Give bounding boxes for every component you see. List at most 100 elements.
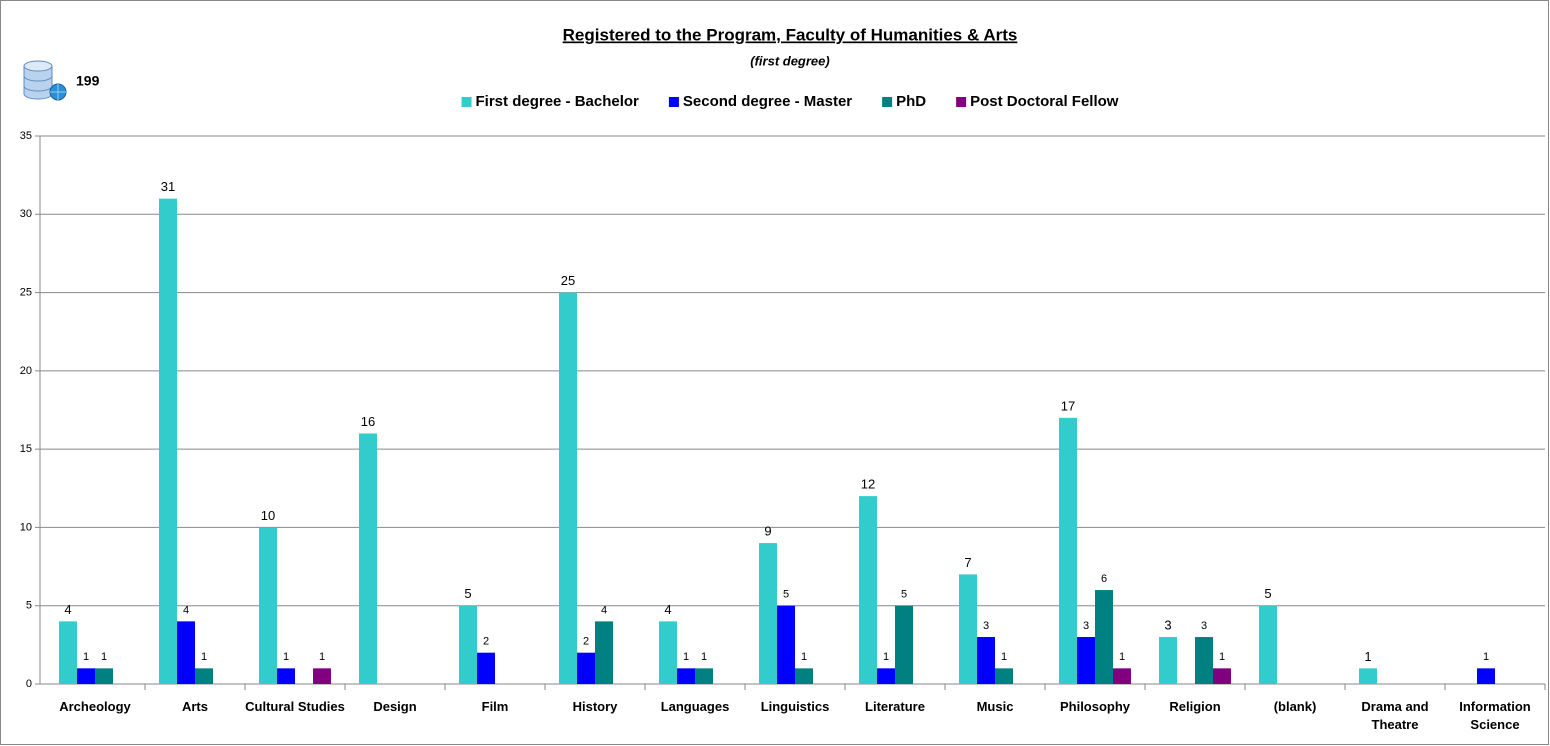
data-label: 1 bbox=[1001, 651, 1007, 663]
bar bbox=[959, 574, 977, 684]
data-label: 9 bbox=[764, 524, 771, 539]
x-tick-label: Arts bbox=[181, 699, 208, 714]
data-label: 1 bbox=[1219, 651, 1225, 663]
chart-title: Registered to the Program, Faculty of Hu… bbox=[563, 25, 1018, 44]
legend-label: First degree - Bachelor bbox=[476, 93, 640, 110]
bar bbox=[1059, 417, 1077, 684]
data-label: 3 bbox=[1201, 620, 1207, 632]
data-label: 2 bbox=[583, 636, 589, 648]
y-tick-label: 10 bbox=[20, 521, 32, 533]
data-label: 1 bbox=[83, 651, 89, 663]
data-label: 12 bbox=[861, 477, 875, 492]
bar bbox=[1077, 637, 1095, 684]
bar bbox=[259, 527, 277, 684]
data-label: 10 bbox=[261, 508, 275, 523]
x-tick-label: Languages bbox=[660, 699, 730, 714]
bar bbox=[877, 668, 895, 684]
bar bbox=[159, 198, 177, 684]
data-label: 3 bbox=[983, 620, 989, 632]
data-label: 7 bbox=[964, 555, 971, 570]
data-label: 3 bbox=[1083, 620, 1089, 632]
bar bbox=[1359, 668, 1377, 684]
data-label: 16 bbox=[361, 414, 375, 429]
legend-swatch bbox=[956, 97, 967, 107]
bar bbox=[1159, 637, 1177, 684]
bar bbox=[313, 668, 331, 684]
data-label: 1 bbox=[319, 651, 325, 663]
bar bbox=[559, 292, 577, 684]
data-label: 1 bbox=[201, 651, 207, 663]
data-label: 5 bbox=[464, 586, 471, 601]
bar bbox=[695, 668, 713, 684]
data-label: 31 bbox=[161, 179, 175, 194]
data-label: 6 bbox=[1101, 573, 1107, 585]
data-label: 1 bbox=[101, 651, 107, 663]
bar bbox=[577, 652, 595, 684]
data-label: 17 bbox=[1061, 398, 1075, 413]
bar bbox=[677, 668, 695, 684]
legend: First degree - Bachelor Second degree - M… bbox=[461, 93, 1119, 110]
bar bbox=[1113, 668, 1131, 684]
total-count: 199 bbox=[76, 73, 100, 89]
bar bbox=[359, 433, 377, 684]
data-label: 5 bbox=[783, 589, 789, 601]
data-label: 1 bbox=[1483, 651, 1489, 663]
y-tick-label: 30 bbox=[20, 208, 32, 220]
x-tick-label: Linguistics bbox=[760, 699, 830, 714]
legend-swatch bbox=[882, 97, 893, 107]
data-label: 4 bbox=[601, 604, 607, 616]
bar bbox=[595, 621, 613, 684]
bar bbox=[1195, 637, 1213, 684]
bar bbox=[759, 543, 777, 684]
legend-label: PhD bbox=[896, 93, 926, 110]
data-label: 4 bbox=[183, 604, 189, 616]
bar bbox=[59, 621, 77, 684]
bar bbox=[1259, 605, 1277, 684]
legend-swatch bbox=[668, 97, 679, 107]
data-label: 1 bbox=[701, 651, 707, 663]
bar bbox=[459, 605, 477, 684]
x-tick-label: Archeology bbox=[59, 699, 131, 714]
y-tick-label: 15 bbox=[20, 443, 32, 455]
legend-label: Second degree - Master bbox=[683, 93, 852, 110]
data-label: 1 bbox=[283, 651, 289, 663]
bar bbox=[859, 496, 877, 684]
bar bbox=[977, 637, 995, 684]
bar bbox=[195, 668, 213, 684]
x-tick-label: Philosophy bbox=[1059, 699, 1131, 714]
x-tick-label: History bbox=[572, 699, 618, 714]
x-tick-label: Cultural Studies bbox=[245, 699, 345, 714]
database-icon bbox=[23, 60, 67, 101]
bar bbox=[895, 605, 913, 684]
y-tick-label: 25 bbox=[20, 286, 32, 298]
bar bbox=[795, 668, 813, 684]
bar bbox=[1477, 668, 1495, 684]
data-label: 5 bbox=[1264, 586, 1271, 601]
data-label: 4 bbox=[64, 602, 71, 617]
x-tick-label: (blank) bbox=[1273, 699, 1317, 714]
data-label: 1 bbox=[1119, 651, 1125, 663]
legend-swatch bbox=[461, 97, 472, 107]
bar bbox=[277, 668, 295, 684]
x-tick-label: Design bbox=[373, 699, 417, 714]
data-label: 1 bbox=[801, 651, 807, 663]
bar bbox=[95, 668, 113, 684]
x-tick-label: Information Science bbox=[1459, 699, 1531, 732]
x-tick-label: Literature bbox=[865, 699, 925, 714]
y-tick-label: 5 bbox=[26, 600, 32, 612]
x-tick-label: Film bbox=[481, 699, 509, 714]
data-label: 2 bbox=[483, 636, 489, 648]
chart-subtitle: (first degree) bbox=[750, 53, 829, 68]
bar bbox=[177, 621, 195, 684]
bar bbox=[1213, 668, 1231, 684]
y-tick-label: 20 bbox=[20, 365, 32, 377]
legend-label: Post Doctoral Fellow bbox=[970, 93, 1119, 110]
x-tick-label: Drama and Theatre bbox=[1361, 699, 1429, 732]
data-label: 3 bbox=[1164, 617, 1171, 632]
bar bbox=[1095, 590, 1113, 684]
bar bbox=[777, 605, 795, 684]
bar bbox=[995, 668, 1013, 684]
data-label: 25 bbox=[561, 273, 575, 288]
x-tick-label: Music bbox=[976, 699, 1014, 714]
